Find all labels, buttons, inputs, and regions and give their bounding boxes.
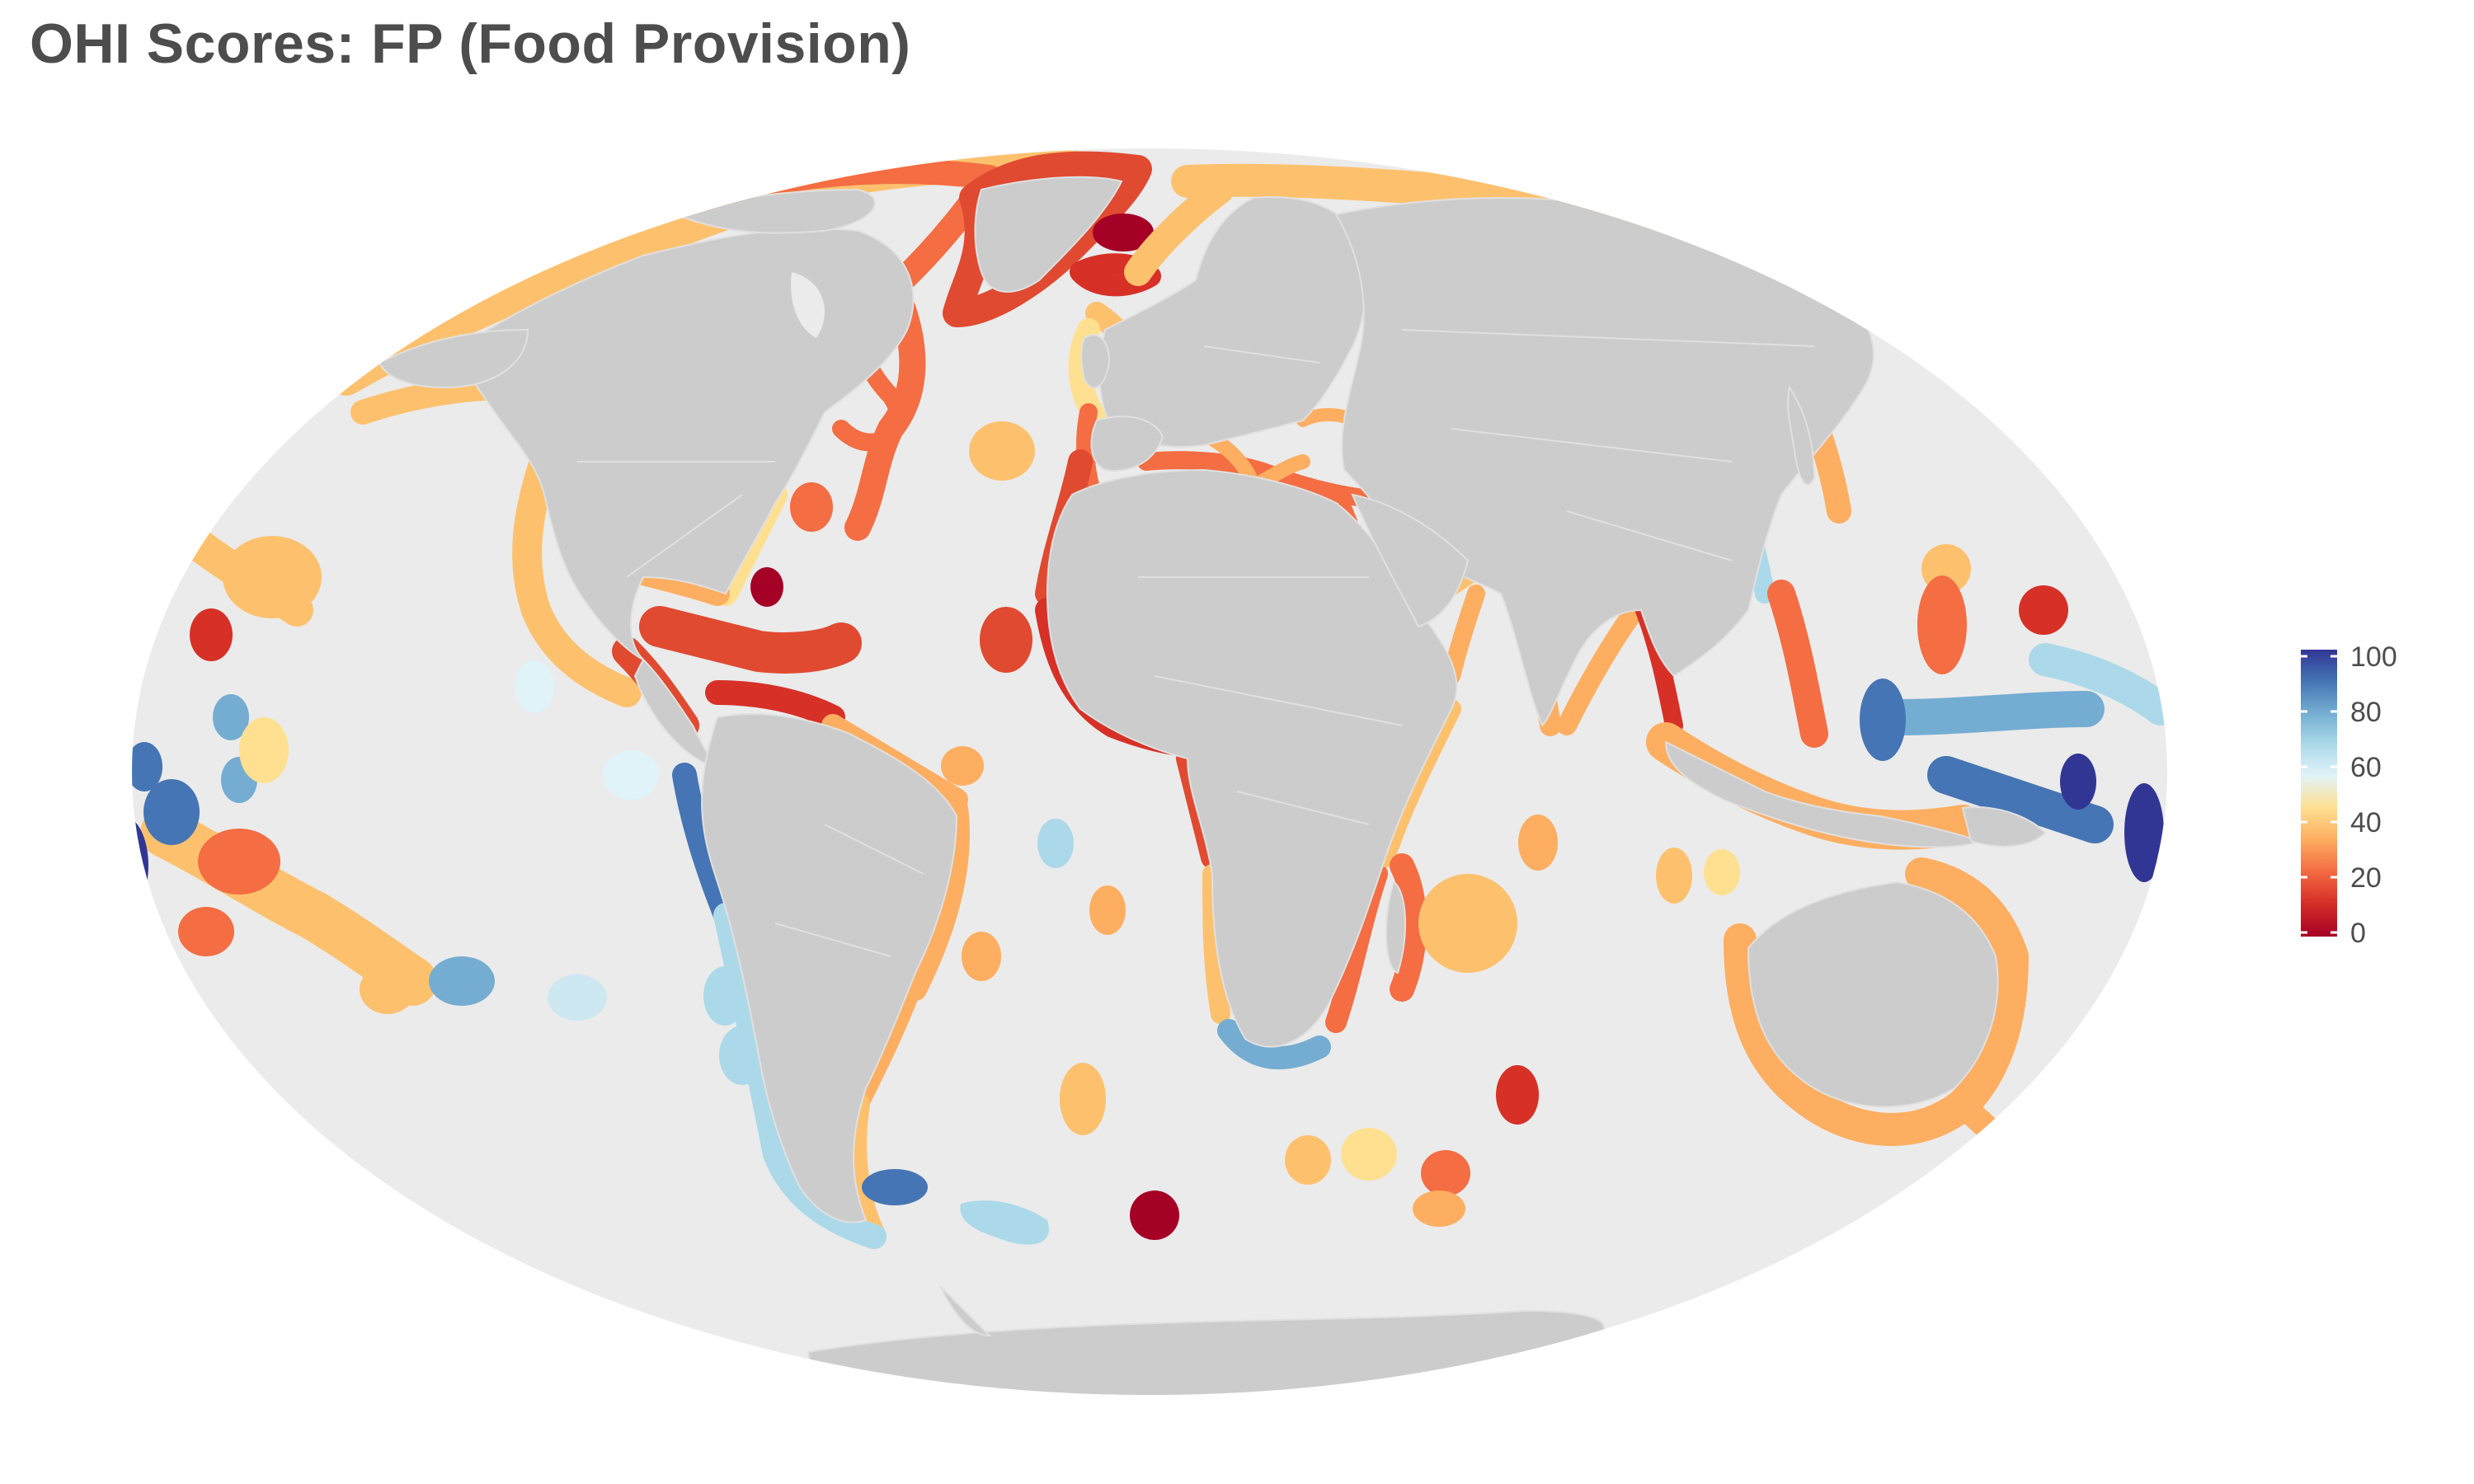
eez-blob [1418, 874, 1517, 973]
legend-tick-label: 100 [2350, 641, 2397, 673]
land-africa [1046, 468, 1458, 1048]
eez-brazil-east [904, 796, 970, 1001]
eez-blob [2019, 585, 2068, 635]
island-eezs [132, 421, 2164, 1245]
eez-blob [1130, 1190, 1179, 1240]
land [378, 176, 2047, 1395]
legend-tick-label: 0 [2350, 918, 2366, 949]
eez-blob [1285, 1135, 1331, 1185]
color-legend: 100 80 60 40 20 0 [2301, 641, 2397, 949]
land-iberia [1090, 416, 1164, 472]
map-title: OHI Scores: FP (Food Provision) [30, 12, 911, 75]
eez-blob [239, 717, 289, 783]
eez-svalbard [1093, 214, 1154, 251]
land-arabia [1351, 493, 1470, 628]
eez-blob [962, 932, 1001, 981]
eez-blob [790, 482, 833, 532]
legend-tick-label: 20 [2350, 862, 2382, 894]
eez-blob [178, 907, 234, 956]
eez-blob [1413, 1190, 1465, 1227]
land-madagascar [1385, 881, 1406, 974]
eez-blob [969, 421, 1035, 481]
eez-blob [941, 746, 984, 786]
eez-blob [198, 829, 280, 895]
eez-blob [1860, 679, 1906, 761]
legend-colorbar [2301, 650, 2337, 937]
land-hudson-bay [791, 272, 825, 338]
land-alaska [378, 328, 529, 389]
eez-blob [223, 536, 322, 618]
eez-blob [703, 966, 746, 1026]
eez-blob [132, 742, 162, 791]
land-new-zealand [1994, 1144, 2039, 1189]
land-south-america [701, 713, 958, 1223]
eez-south-africa [1217, 1019, 1331, 1070]
eez-blob [213, 694, 249, 740]
eez-blob [1037, 819, 1074, 868]
eez-ecuador-peru [672, 763, 738, 928]
eez-blob [980, 607, 1032, 673]
eez-blob [1704, 849, 1740, 895]
eez-new-zealand [1950, 1092, 2074, 1191]
eez-melanesia [1927, 756, 2114, 843]
land-australia [1747, 881, 1999, 1108]
eez-blob [143, 779, 200, 845]
eez-blob [1421, 1150, 1470, 1196]
country-borders [577, 329, 1815, 957]
legend-tick-label: 60 [2350, 752, 2382, 783]
eez-blob [719, 1026, 765, 1085]
land-greenland [974, 176, 1123, 293]
eez-blob [132, 816, 148, 915]
eez-blob [1496, 1065, 1539, 1125]
eez-blob [2060, 754, 2096, 810]
eez-blob [360, 965, 416, 1014]
eez-caribbean [639, 606, 862, 674]
eez-somalia [1442, 585, 1485, 685]
eez-us-west [512, 447, 642, 707]
land-uk [1080, 334, 1111, 389]
eez-micronesia [1879, 691, 2105, 735]
eez-madagascar [1390, 853, 1427, 1002]
land-japan [1786, 385, 1816, 486]
eez-blob [1518, 815, 1558, 871]
land-antarctic-peninsula [939, 1285, 992, 1337]
eez-colombia-venezuela [705, 680, 845, 730]
eez-blob [2124, 783, 2164, 882]
eez-blob [1917, 575, 1967, 674]
eez-blob [960, 1200, 1049, 1245]
eez-blob [1341, 1128, 1397, 1181]
land-papua [1961, 806, 2047, 848]
eez-blob [515, 660, 554, 713]
eez-norway [1124, 176, 1235, 286]
eez-blob [1656, 848, 1692, 904]
eez-blob [429, 956, 495, 1006]
eez-kiribati [2029, 643, 2167, 726]
eez-bahamas [750, 567, 783, 607]
eez-blob [1089, 885, 1126, 935]
eez-blob [190, 608, 233, 661]
eez-blob [1060, 1063, 1106, 1135]
eez-india-east [1557, 592, 1651, 735]
eez-blob [548, 974, 607, 1021]
eez-falklands [862, 1169, 928, 1205]
eez-philippines [1767, 580, 1828, 748]
eez-blob [603, 750, 659, 800]
legend-ticks [2301, 655, 2337, 934]
legend-tick-label: 40 [2350, 807, 2382, 838]
legend-tick-label: 80 [2350, 697, 2382, 728]
